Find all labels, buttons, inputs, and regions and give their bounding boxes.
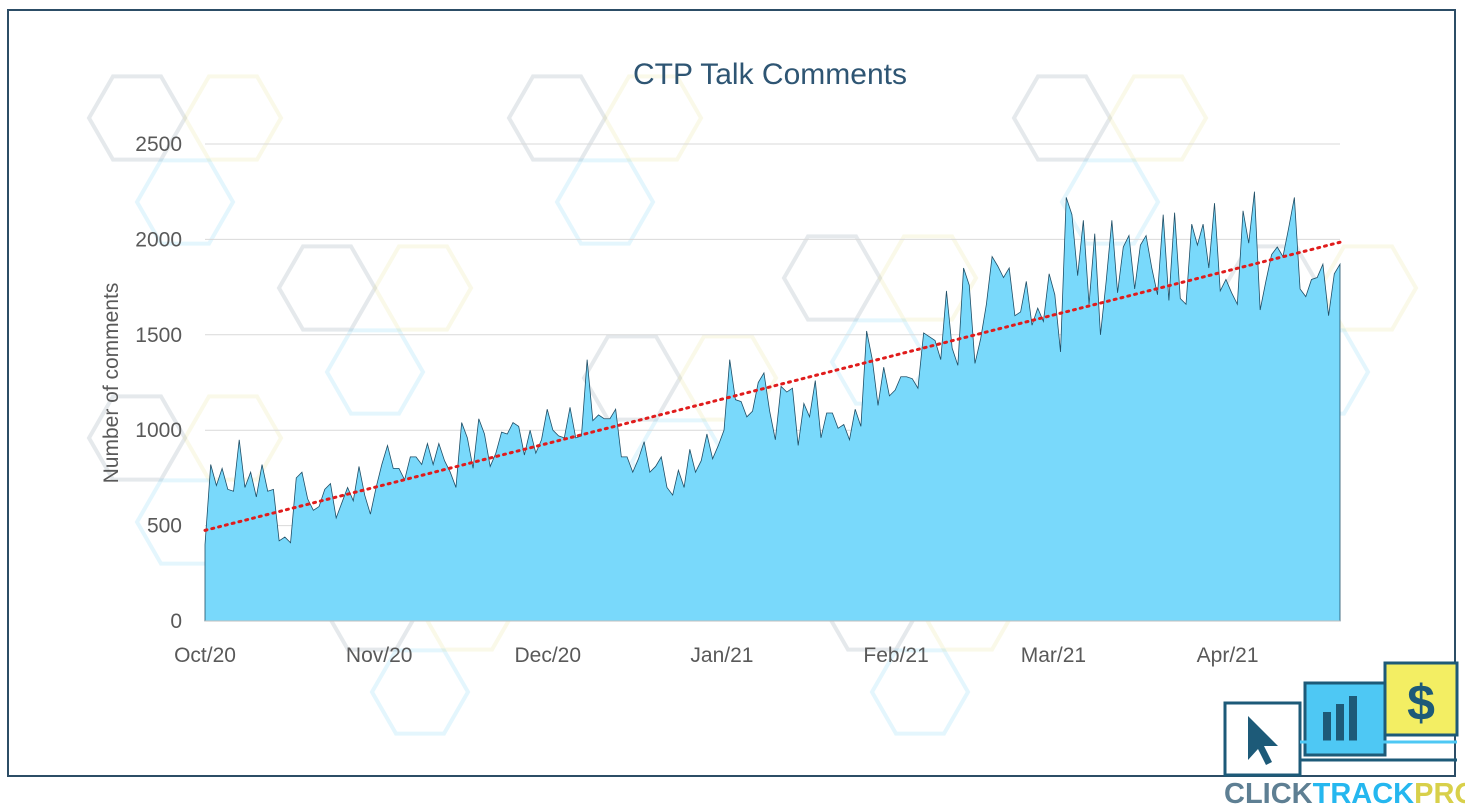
background-hexagon bbox=[506, 74, 608, 162]
dollar-icon: $ bbox=[1407, 675, 1435, 731]
background-hexagon bbox=[581, 334, 683, 422]
background-hexagon bbox=[781, 234, 883, 322]
logo-text: CLICKTRACKPROFIT bbox=[1224, 778, 1465, 807]
x-tick-label: Mar/21 bbox=[1021, 644, 1086, 667]
clicktrackprofit-logo: $ CLICKTRACKPROFIT bbox=[1223, 661, 1465, 807]
background-hexagon bbox=[86, 394, 188, 482]
background-hexagon bbox=[1059, 158, 1161, 246]
y-tick-label: 2000 bbox=[135, 228, 182, 251]
y-tick-label: 500 bbox=[147, 515, 182, 538]
series-area bbox=[204, 191, 1341, 622]
y-axis-tick-labels: 0 500 1000 1500 2000 2500 bbox=[135, 133, 182, 633]
background-hexagon bbox=[369, 648, 471, 736]
background-hexagon bbox=[554, 158, 656, 246]
trend-line bbox=[203, 240, 1342, 532]
background-hexagon bbox=[602, 74, 704, 162]
background-hexagon bbox=[86, 74, 188, 162]
x-tick-label: Dec/20 bbox=[514, 644, 581, 667]
background-hexagon bbox=[1107, 74, 1209, 162]
background-hexagon bbox=[877, 234, 979, 322]
y-tick-label: 1000 bbox=[135, 419, 182, 442]
background-hexagon bbox=[869, 648, 971, 736]
x-tick-label: Feb/21 bbox=[863, 644, 928, 667]
background-hexagon bbox=[182, 394, 284, 482]
x-tick-label: Apr/21 bbox=[1197, 644, 1259, 667]
background-hexagon bbox=[134, 158, 236, 246]
cursor-icon bbox=[1248, 716, 1278, 765]
x-tick-label: Jan/21 bbox=[690, 644, 753, 667]
background-hexagon bbox=[324, 328, 426, 416]
logo-chart-box bbox=[1303, 681, 1387, 757]
y-tick-label: 2500 bbox=[135, 133, 182, 156]
y-tick-label: 1500 bbox=[135, 324, 182, 347]
bar-chart-icon bbox=[1323, 696, 1357, 742]
background-hexagon bbox=[276, 244, 378, 332]
x-tick-label: Oct/20 bbox=[174, 644, 236, 667]
y-axis-label: Number of comments bbox=[100, 283, 123, 484]
background-hexagon bbox=[182, 74, 284, 162]
x-axis-tick-labels: Oct/20 Nov/20 Dec/20 Jan/21 Feb/21 Mar/21 Apr/… bbox=[174, 644, 1258, 667]
logo-dollar-box bbox=[1383, 661, 1459, 737]
background-hexagon bbox=[372, 244, 474, 332]
y-tick-label: 0 bbox=[170, 610, 182, 633]
background-hexagon bbox=[1011, 74, 1113, 162]
x-tick-label: Nov/20 bbox=[346, 644, 413, 667]
chart-title: CTP Talk Comments bbox=[633, 58, 907, 91]
